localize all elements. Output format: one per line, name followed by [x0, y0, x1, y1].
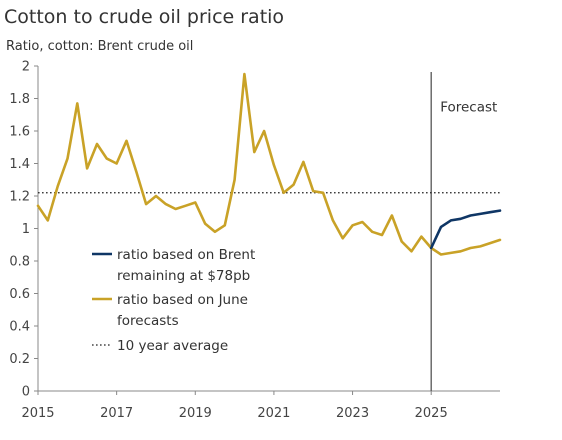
y-tick-label: 0.4 [9, 320, 30, 335]
x-tick-label: 2019 [179, 406, 212, 421]
legend-label-june: ratio based on June [117, 292, 248, 308]
june-series-line [36, 72, 502, 256]
y-tick-label: 0.8 [9, 255, 30, 270]
x-tick-label: 2025 [415, 406, 448, 421]
y-tick-label: 1.2 [9, 190, 30, 205]
legend-label-brent: remaining at $78pb [117, 268, 250, 284]
legend-label-brent: ratio based on Brent [117, 247, 255, 263]
forecast-annotation: Forecast [440, 100, 497, 116]
brent-series-line [429, 209, 502, 250]
y-tick-label: 1.6 [9, 125, 30, 140]
y-tick-label: 1.8 [9, 92, 30, 107]
y-tick-label: 0 [22, 385, 30, 400]
chart-marks: Forecast [36, 72, 502, 391]
y-tick-label: 2 [22, 60, 30, 75]
chart-subtitle: Ratio, cotton: Brent crude oil [6, 39, 194, 54]
chart-axes: 0 0.2 0.4 0.6 0.8 1 1.2 1.4 1.6 1.8 2 2015 2017 2019 2… [9, 60, 500, 421]
y-tick-label: 1.4 [9, 157, 30, 172]
y-tick-label: 1 [22, 222, 30, 237]
x-tick-label: 2023 [336, 406, 369, 421]
x-tick-label: 2017 [100, 406, 133, 421]
legend-label-average: 10 year average [117, 338, 228, 354]
x-tick-label: 2015 [21, 406, 54, 421]
y-tick-label: 0.6 [9, 287, 30, 302]
y-tick-label: 0.2 [9, 352, 30, 367]
legend-label-june: forecasts [117, 313, 179, 329]
chart-legend: ratio based on Brent remaining at $78pb ra… [92, 247, 255, 354]
x-tick-label: 2021 [257, 406, 290, 421]
chart-title: Cotton to crude oil price ratio [4, 6, 285, 28]
